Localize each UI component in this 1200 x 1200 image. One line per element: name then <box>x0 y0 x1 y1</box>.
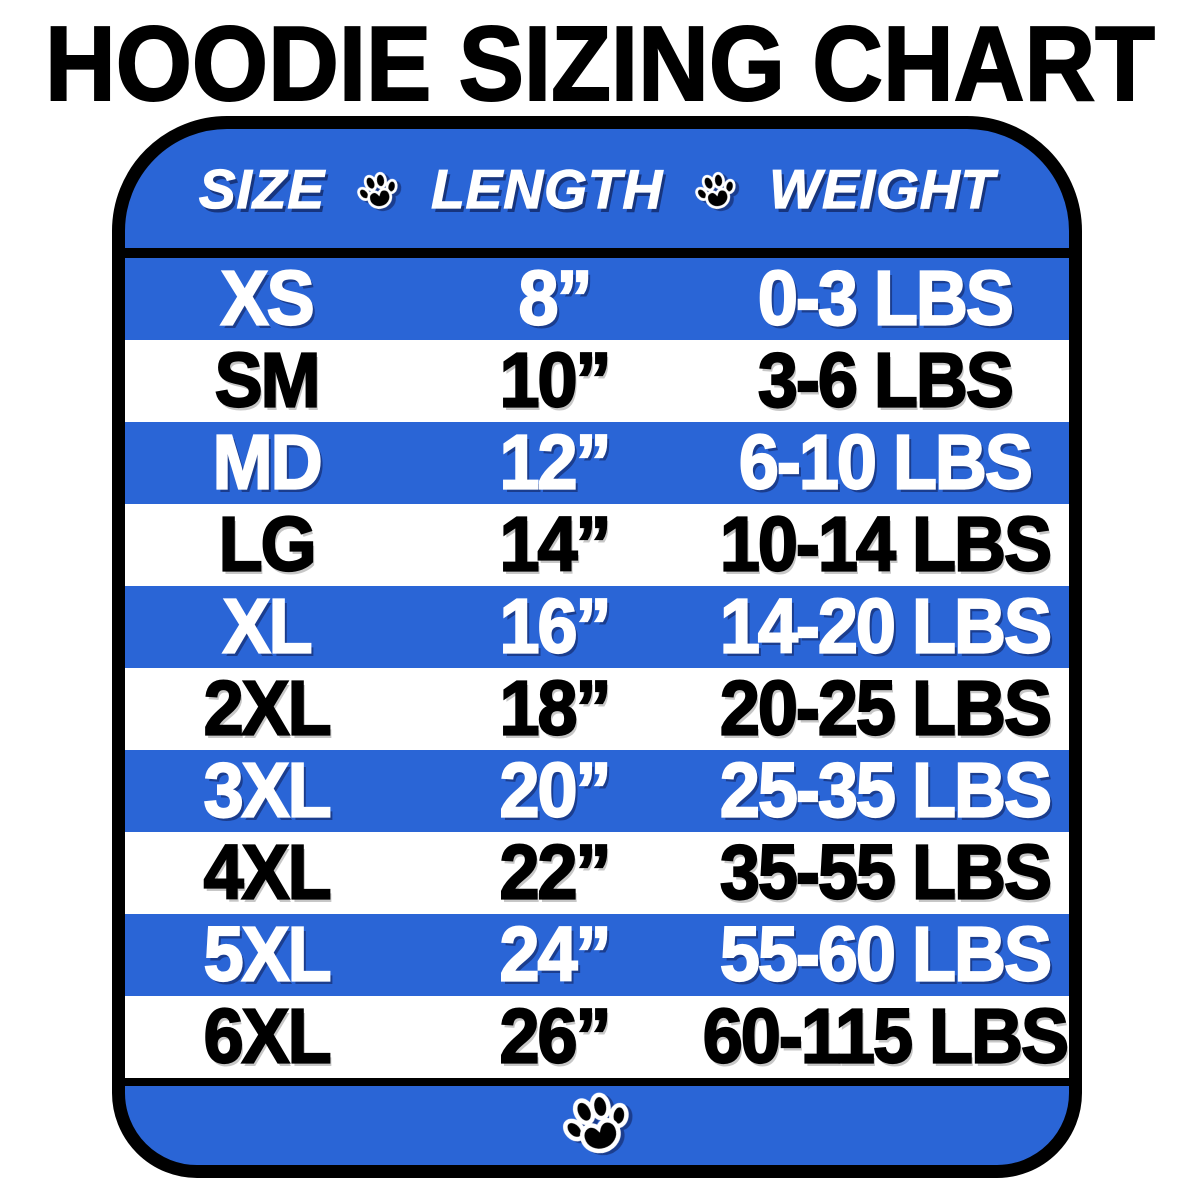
column-header-length: LENGTH <box>430 157 664 220</box>
table-row-xs: XS 8” 0-3 LBS <box>125 258 1069 340</box>
weight-cell: 60-115 LBS <box>702 994 1069 1080</box>
length-cell: 18” <box>498 666 612 752</box>
paw-icon <box>347 160 408 221</box>
weight-cell: 14-20 LBS <box>719 584 1053 670</box>
size-cell: 3XL <box>203 748 333 834</box>
size-cell: 2XL <box>203 666 333 752</box>
table-header-row: SIZE LENGTH WEIGHT <box>125 129 1069 258</box>
size-cell: 4XL <box>203 830 333 916</box>
length-cell: 10” <box>498 338 612 424</box>
table-row-lg: LG 14” 10-14 LBS <box>125 504 1069 586</box>
table-row-md: MD 12” 6-10 LBS <box>125 422 1069 504</box>
table-row-sm: SM 10” 3-6 LBS <box>125 340 1069 422</box>
length-cell: 20” <box>498 748 612 834</box>
column-header-size: SIZE <box>198 157 326 220</box>
table-row-2xl: 2XL 18” 20-25 LBS <box>125 668 1069 750</box>
weight-cell: 55-60 LBS <box>719 912 1053 998</box>
table-row-4xl: 4XL 22” 35-55 LBS <box>125 832 1069 914</box>
page-title-text: HOODIE SIZING CHART <box>45 8 1155 118</box>
size-cell: XL <box>222 584 314 670</box>
length-cell: 22” <box>498 830 612 916</box>
size-cell: 5XL <box>203 912 333 998</box>
table-row-5xl: 5XL 24” 55-60 LBS <box>125 914 1069 996</box>
sizing-chart-card: SIZE LENGTH WEIGHT XS 8” 0-3 LBS SM 10” … <box>112 116 1082 1178</box>
length-cell: 26” <box>498 994 612 1080</box>
table-row-3xl: 3XL 20” 25-35 LBS <box>125 750 1069 832</box>
size-cell: SM <box>214 338 322 424</box>
length-cell: 12” <box>498 420 612 506</box>
weight-cell: 3-6 LBS <box>757 338 1015 424</box>
card-footer <box>125 1078 1069 1165</box>
weight-cell: 35-55 LBS <box>719 830 1053 916</box>
weight-cell: 6-10 LBS <box>738 420 1034 506</box>
weight-cell: 10-14 LBS <box>719 502 1053 588</box>
size-cell: MD <box>212 420 324 506</box>
size-cell: 6XL <box>203 994 333 1080</box>
paw-icon <box>686 160 747 221</box>
weight-cell: 0-3 LBS <box>757 256 1015 342</box>
weight-cell: 20-25 LBS <box>719 666 1053 752</box>
paw-icon <box>545 1072 648 1175</box>
column-header-weight: WEIGHT <box>769 157 996 220</box>
table-row-xl: XL 16” 14-20 LBS <box>125 586 1069 668</box>
table-body: XS 8” 0-3 LBS SM 10” 3-6 LBS MD 12” 6-10… <box>125 258 1069 1078</box>
length-cell: 16” <box>498 584 612 670</box>
weight-cell: 25-35 LBS <box>719 748 1053 834</box>
size-cell: LG <box>218 502 318 588</box>
length-cell: 24” <box>498 912 612 998</box>
length-cell: 14” <box>498 502 612 588</box>
page-title: HOODIE SIZING CHART <box>44 8 1156 118</box>
table-row-6xl: 6XL 26” 60-115 LBS <box>125 996 1069 1078</box>
size-cell: XS <box>220 256 316 342</box>
length-cell: 8” <box>517 256 593 342</box>
